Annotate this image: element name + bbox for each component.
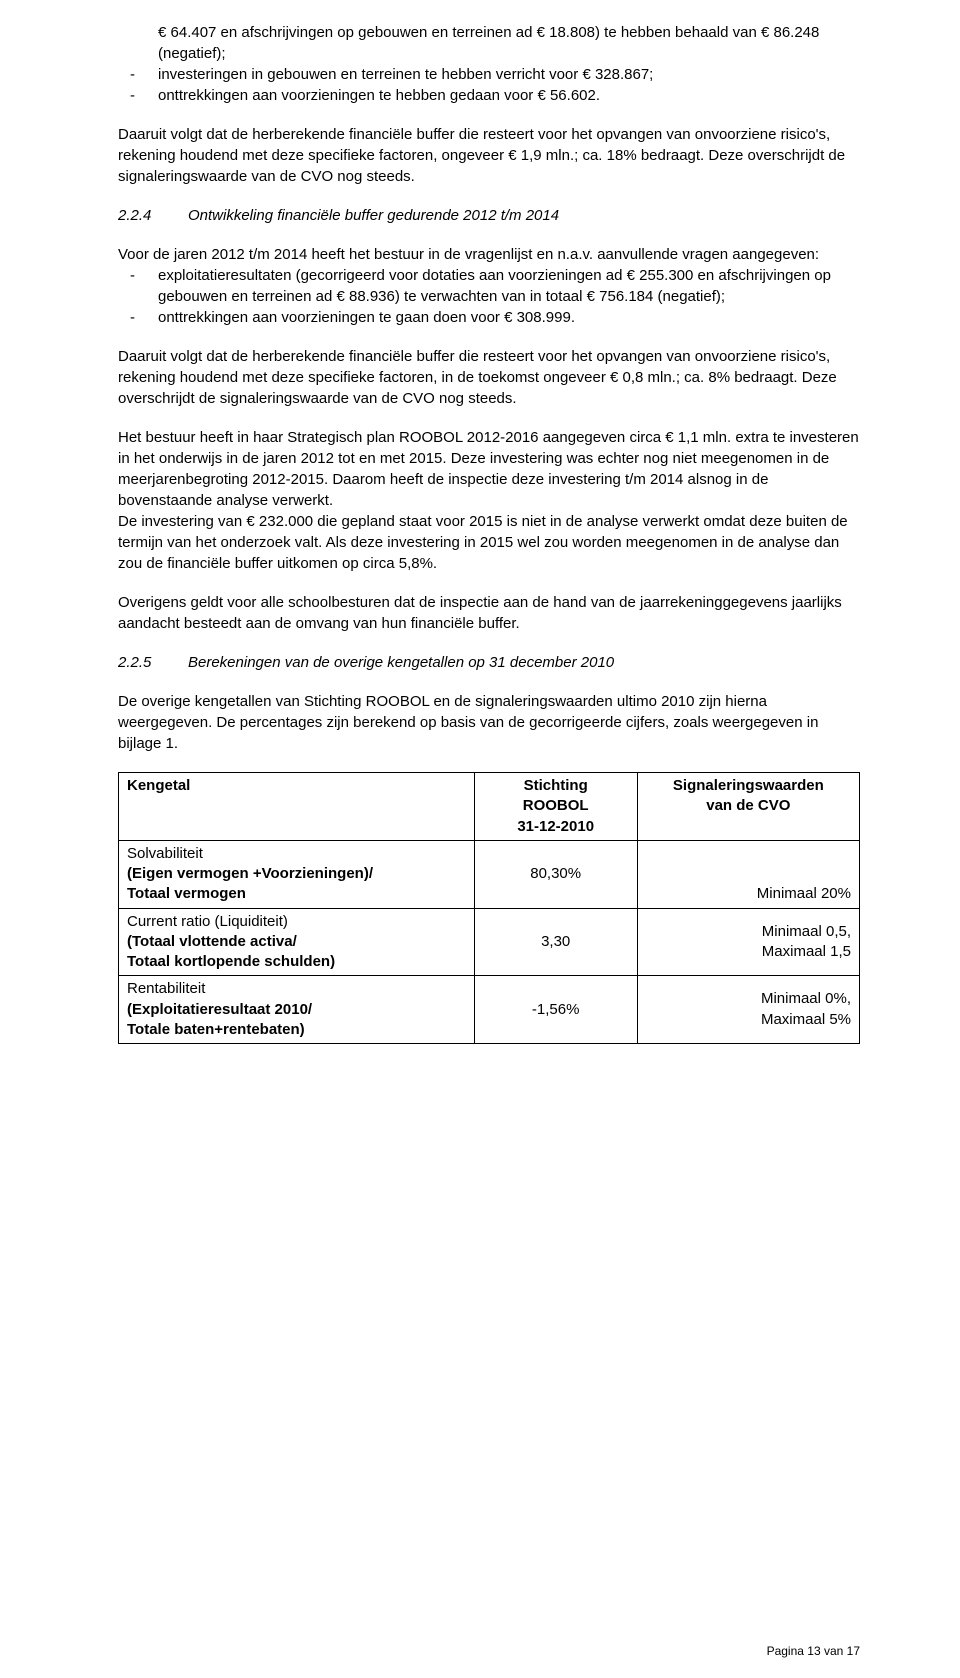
table-row: Solvabiliteit (Eigen vermogen +Voorzieni… bbox=[119, 840, 860, 908]
section-title: Berekeningen van de overige kengetallen … bbox=[188, 652, 614, 673]
paragraph-plan-2: De investering van € 232.000 die gepland… bbox=[118, 511, 860, 574]
paragraph-table-intro: De overige kengetallen van Stichting ROO… bbox=[118, 691, 860, 754]
list2-item-1: exploitatieresultaten (gecorrigeerd voor… bbox=[158, 265, 860, 307]
page-footer: Pagina 13 van 17 bbox=[767, 1644, 860, 1658]
paragraph-buffer-2: Daaruit volgt dat de herberekende financ… bbox=[118, 346, 860, 409]
intro-list: investeringen in gebouwen en terreinen t… bbox=[118, 64, 860, 106]
list-2: exploitatieresultaten (gecorrigeerd voor… bbox=[118, 265, 860, 328]
kengetal-name: Rentabiliteit (Exploitatieresultaat 2010… bbox=[119, 976, 475, 1044]
paragraph-overigens: Overigens geldt voor alle schoolbesturen… bbox=[118, 592, 860, 634]
table-row: Rentabiliteit (Exploitatieresultaat 2010… bbox=[119, 976, 860, 1044]
table-row: Current ratio (Liquiditeit) (Totaal vlot… bbox=[119, 908, 860, 976]
section-heading-225: 2.2.5 Berekeningen van de overige kenget… bbox=[118, 652, 860, 673]
intro-item-2: investeringen in gebouwen en terreinen t… bbox=[158, 64, 860, 85]
intro-item-1: € 64.407 en afschrijvingen op gebouwen e… bbox=[158, 24, 819, 62]
section-heading-224: 2.2.4 Ontwikkeling financiële buffer ged… bbox=[118, 205, 860, 226]
intro-list-continuation: € 64.407 en afschrijvingen op gebouwen e… bbox=[118, 22, 860, 64]
section-number: 2.2.4 bbox=[118, 205, 188, 226]
col-signalering: Signaleringswaarden van de CVO bbox=[637, 773, 859, 841]
kengetal-signal: Minimaal 20% bbox=[637, 840, 859, 908]
kengetal-value: -1,56% bbox=[474, 976, 637, 1044]
kengetal-value: 80,30% bbox=[474, 840, 637, 908]
kengetal-signal: Minimaal 0,5, Maximaal 1,5 bbox=[637, 908, 859, 976]
col-stichting: Stichting ROOBOL 31-12-2010 bbox=[474, 773, 637, 841]
section-number: 2.2.5 bbox=[118, 652, 188, 673]
kengetal-table: Kengetal Stichting ROOBOL 31-12-2010 Sig… bbox=[118, 772, 860, 1044]
list2-item-2: onttrekkingen aan voorzieningen te gaan … bbox=[158, 307, 860, 328]
paragraph-plan-1: Het bestuur heeft in haar Strategisch pl… bbox=[118, 427, 860, 511]
section-title: Ontwikkeling financiële buffer gedurende… bbox=[188, 205, 559, 226]
kengetal-name: Solvabiliteit (Eigen vermogen +Voorzieni… bbox=[119, 840, 475, 908]
col-kengetal: Kengetal bbox=[119, 773, 475, 841]
table-header-row: Kengetal Stichting ROOBOL 31-12-2010 Sig… bbox=[119, 773, 860, 841]
kengetal-value: 3,30 bbox=[474, 908, 637, 976]
paragraph-buffer-1: Daaruit volgt dat de herberekende financ… bbox=[118, 124, 860, 187]
kengetal-name: Current ratio (Liquiditeit) (Totaal vlot… bbox=[119, 908, 475, 976]
intro-item-3: onttrekkingen aan voorzieningen te hebbe… bbox=[158, 85, 860, 106]
kengetal-signal: Minimaal 0%, Maximaal 5% bbox=[637, 976, 859, 1044]
paragraph-intro-list2: Voor de jaren 2012 t/m 2014 heeft het be… bbox=[118, 244, 860, 265]
